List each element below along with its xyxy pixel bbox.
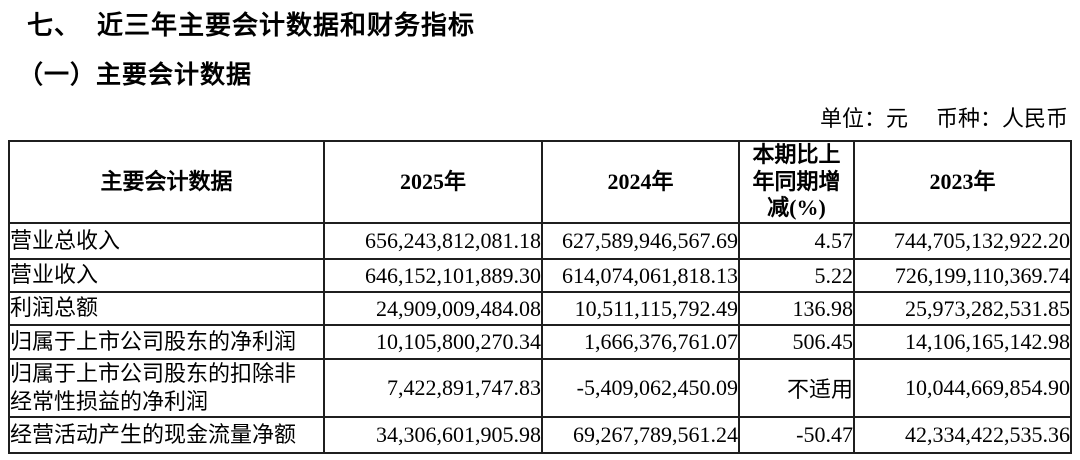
cell-2023-value: 10,044,669,854.90 [853, 357, 1072, 419]
table-row-total-revenue: 营业总收入 656,243,812,081.18 627,589,946,567… [8, 222, 1072, 260]
table-row-net-profit-attributable: 归属于上市公司股东的净利润 10,105,800,270.34 1,666,37… [8, 324, 1072, 360]
subsection-heading: （一）主要会计数据 [18, 62, 253, 89]
table-row-net-profit-excl-nonrecurring: 归属于上市公司股东的扣除非 经常性损益的净利润 7,422,891,747.83… [8, 357, 1072, 419]
header-year-2023: 2023年 [853, 140, 1072, 224]
table-row-total-profit: 利润总额 24,909,009,484.08 10,511,115,792.49… [8, 291, 1072, 326]
table-row-operating-revenue: 营业收入 646,152,101,889.30 614,074,061,818.… [8, 258, 1072, 293]
cell-2024-value: 627,589,946,567.69 [541, 222, 740, 260]
row-label: 利润总额 [8, 291, 325, 326]
row-label: 营业收入 [8, 258, 325, 293]
cell-2025-value: 34,306,601,905.98 [323, 416, 543, 455]
cell-2025-value: 10,105,800,270.34 [323, 324, 543, 360]
cell-2025-value: 646,152,101,889.30 [323, 258, 543, 293]
cell-2024-value: 69,267,789,561.24 [541, 416, 740, 455]
header-main-label: 主要会计数据 [8, 140, 325, 224]
header-year-2024: 2024年 [541, 140, 740, 224]
table-row-operating-cash-flow: 经营活动产生的现金流量净额 34,306,601,905.98 69,267,7… [8, 416, 1072, 455]
cell-2024-value: -5,409,062,450.09 [541, 357, 740, 419]
cell-2023-value: 42,334,422,535.36 [853, 416, 1072, 455]
cell-change-value: 136.98 [738, 291, 855, 326]
cell-2023-value: 726,199,110,369.74 [853, 258, 1072, 293]
cell-2023-value: 744,705,132,922.20 [853, 222, 1072, 260]
cell-change-value: 4.57 [738, 222, 855, 260]
header-yoy-change: 本期比上 年同期增 减(%) [738, 140, 855, 224]
cell-2025-value: 24,909,009,484.08 [323, 291, 543, 326]
cell-2024-value: 10,511,115,792.49 [541, 291, 740, 326]
cell-change-value: -50.47 [738, 416, 855, 455]
row-label: 归属于上市公司股东的净利润 [8, 324, 325, 360]
row-label: 经营活动产生的现金流量净额 [8, 416, 325, 455]
accounting-data-table: 主要会计数据 2025年 2024年 本期比上 年同期增 减(%) 2023年 … [8, 140, 1072, 455]
unit-label: 单位：元 [819, 106, 908, 131]
table-header-row: 主要会计数据 2025年 2024年 本期比上 年同期增 减(%) 2023年 [8, 140, 1072, 224]
currency-label: 币种：人民币 [935, 106, 1068, 131]
section-title: 近三年主要会计数据和财务指标 [97, 11, 476, 40]
cell-2025-value: 7,422,891,747.83 [323, 357, 543, 419]
cell-change-value: 5.22 [738, 258, 855, 293]
row-label: 归属于上市公司股东的扣除非 经常性损益的净利润 [8, 357, 325, 419]
cell-change-value: 不适用 [738, 357, 855, 419]
section-number: 七、 [27, 11, 82, 40]
cell-2025-value: 656,243,812,081.18 [323, 222, 543, 260]
section-heading: 七、 近三年主要会计数据和财务指标 [27, 5, 475, 42]
header-year-2025: 2025年 [323, 140, 543, 224]
unit-note: 单位：元 币种：人民币 [820, 101, 1068, 133]
row-label: 营业总收入 [8, 222, 325, 260]
cell-2023-value: 14,106,165,142.98 [853, 324, 1072, 360]
cell-2024-value: 1,666,376,761.07 [541, 324, 740, 360]
cell-2024-value: 614,074,061,818.13 [541, 258, 740, 293]
cell-change-value: 506.45 [738, 324, 855, 360]
cell-2023-value: 25,973,282,531.85 [853, 291, 1072, 326]
